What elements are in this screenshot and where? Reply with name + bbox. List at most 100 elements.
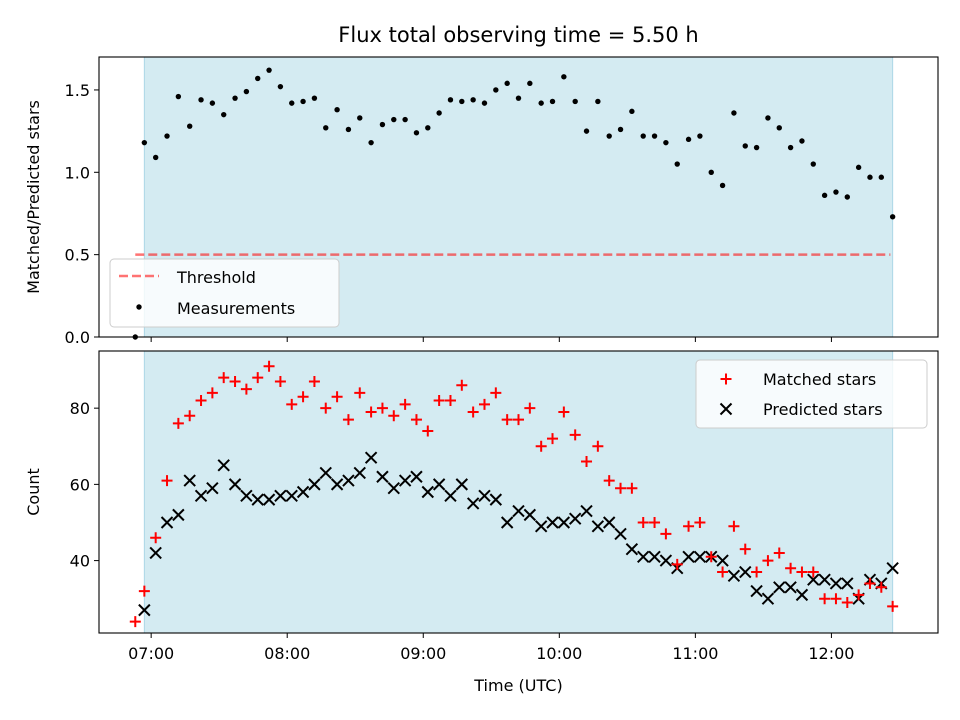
predicted-point bbox=[217, 459, 230, 472]
y-axis-label: Count bbox=[24, 468, 43, 516]
predicted-point bbox=[534, 520, 548, 533]
measurement-point bbox=[198, 97, 204, 103]
x-tick-label: 12:00 bbox=[808, 644, 854, 663]
matched-point bbox=[195, 395, 207, 407]
measurement-point bbox=[152, 154, 159, 161]
measurement-point bbox=[209, 100, 216, 106]
matched-point bbox=[331, 391, 343, 403]
predicted-point bbox=[500, 516, 514, 529]
measurement-point bbox=[674, 161, 680, 167]
y-tick-label: 1.5 bbox=[65, 81, 90, 100]
measurement-point bbox=[549, 98, 556, 105]
measurement-point bbox=[855, 164, 862, 171]
matched-point bbox=[342, 414, 354, 426]
matched-point bbox=[524, 402, 536, 414]
measurement-point bbox=[266, 67, 272, 73]
measurement-point bbox=[844, 194, 850, 200]
predicted-point bbox=[228, 478, 242, 491]
measurement-point bbox=[277, 83, 284, 90]
matched-point bbox=[683, 520, 695, 532]
matched-point bbox=[864, 577, 876, 589]
legend-matched-label: Matched stars bbox=[763, 370, 876, 389]
predicted-point bbox=[206, 481, 219, 495]
matched-point bbox=[739, 543, 751, 555]
measurement-point bbox=[357, 115, 363, 121]
x-tick-label: 09:00 bbox=[400, 644, 446, 663]
matched-point bbox=[671, 558, 683, 570]
predicted-point bbox=[512, 504, 525, 518]
measurement-point bbox=[141, 139, 148, 146]
predicted-point bbox=[251, 493, 264, 506]
y-tick-label: 1.0 bbox=[65, 163, 90, 182]
matched-point bbox=[705, 551, 717, 563]
matched-point bbox=[422, 425, 434, 437]
predicted-point bbox=[319, 466, 332, 480]
y-tick-label: 60 bbox=[70, 475, 90, 494]
measurement-point bbox=[493, 87, 499, 93]
predicted-point bbox=[807, 573, 820, 586]
matched-point bbox=[388, 410, 400, 422]
predicted-point bbox=[432, 478, 446, 491]
y-tick-label: 0.0 bbox=[65, 328, 90, 347]
predicted-point bbox=[149, 546, 162, 560]
matched-point bbox=[376, 402, 388, 414]
matched-point bbox=[161, 475, 173, 487]
matched-point bbox=[184, 410, 196, 422]
predicted-point bbox=[886, 562, 899, 575]
matched-point bbox=[785, 562, 797, 574]
measurement-point bbox=[742, 143, 748, 149]
measurement-point bbox=[595, 98, 601, 105]
measurement-point bbox=[787, 144, 794, 151]
legend-box bbox=[695, 359, 928, 429]
predicted-point bbox=[648, 550, 661, 563]
y-tick-label: 80 bbox=[70, 399, 90, 418]
predicted-point bbox=[466, 497, 480, 510]
predicted-point bbox=[285, 489, 298, 503]
predicted-point bbox=[795, 588, 809, 602]
matched-point bbox=[365, 406, 377, 418]
matched-point bbox=[603, 475, 615, 487]
matched-point bbox=[592, 440, 604, 452]
measurement-point bbox=[164, 133, 170, 139]
measurement-point bbox=[221, 111, 227, 118]
predicted-point bbox=[172, 508, 185, 522]
measurement-point bbox=[889, 214, 896, 220]
measurement-point bbox=[765, 115, 771, 121]
measurement-point bbox=[651, 133, 658, 139]
measurement-point bbox=[708, 169, 714, 175]
predicted-point bbox=[659, 554, 673, 567]
measurement-point bbox=[232, 95, 238, 101]
measurement-point bbox=[470, 97, 476, 103]
matched-point bbox=[819, 593, 831, 605]
matched-point bbox=[660, 528, 672, 540]
predicted-point bbox=[410, 470, 423, 483]
matched-point bbox=[841, 597, 853, 609]
measurement-point bbox=[833, 189, 839, 195]
legend-threshold-label: Threshold bbox=[176, 268, 256, 287]
matched-point bbox=[218, 372, 230, 384]
predicted-point bbox=[296, 485, 310, 499]
matched-point bbox=[274, 375, 286, 387]
predicted-point bbox=[614, 527, 627, 541]
predicted-point bbox=[376, 470, 389, 483]
measurement-point bbox=[311, 95, 318, 101]
matched-point bbox=[308, 375, 320, 387]
legend-matched-swatch bbox=[720, 373, 732, 385]
x-tick-label: 07:00 bbox=[128, 644, 174, 663]
measurement-point bbox=[425, 125, 431, 131]
predicted-point bbox=[750, 584, 763, 598]
x-axis-label: Time (UTC) bbox=[473, 676, 562, 695]
plot-frame bbox=[98, 56, 939, 338]
predicted-point bbox=[829, 577, 843, 590]
legend-predicted-label: Predicted stars bbox=[763, 400, 883, 419]
predicted-point bbox=[398, 474, 412, 487]
y-axis-label: Matched/Predicted stars bbox=[24, 100, 43, 294]
matched-point bbox=[626, 482, 638, 494]
predicted-point bbox=[523, 508, 537, 522]
predicted-point bbox=[444, 489, 457, 503]
matched-point bbox=[399, 398, 411, 410]
matched-point bbox=[138, 585, 150, 597]
legend-predicted-swatch bbox=[719, 402, 733, 416]
measurement-point bbox=[504, 80, 510, 87]
